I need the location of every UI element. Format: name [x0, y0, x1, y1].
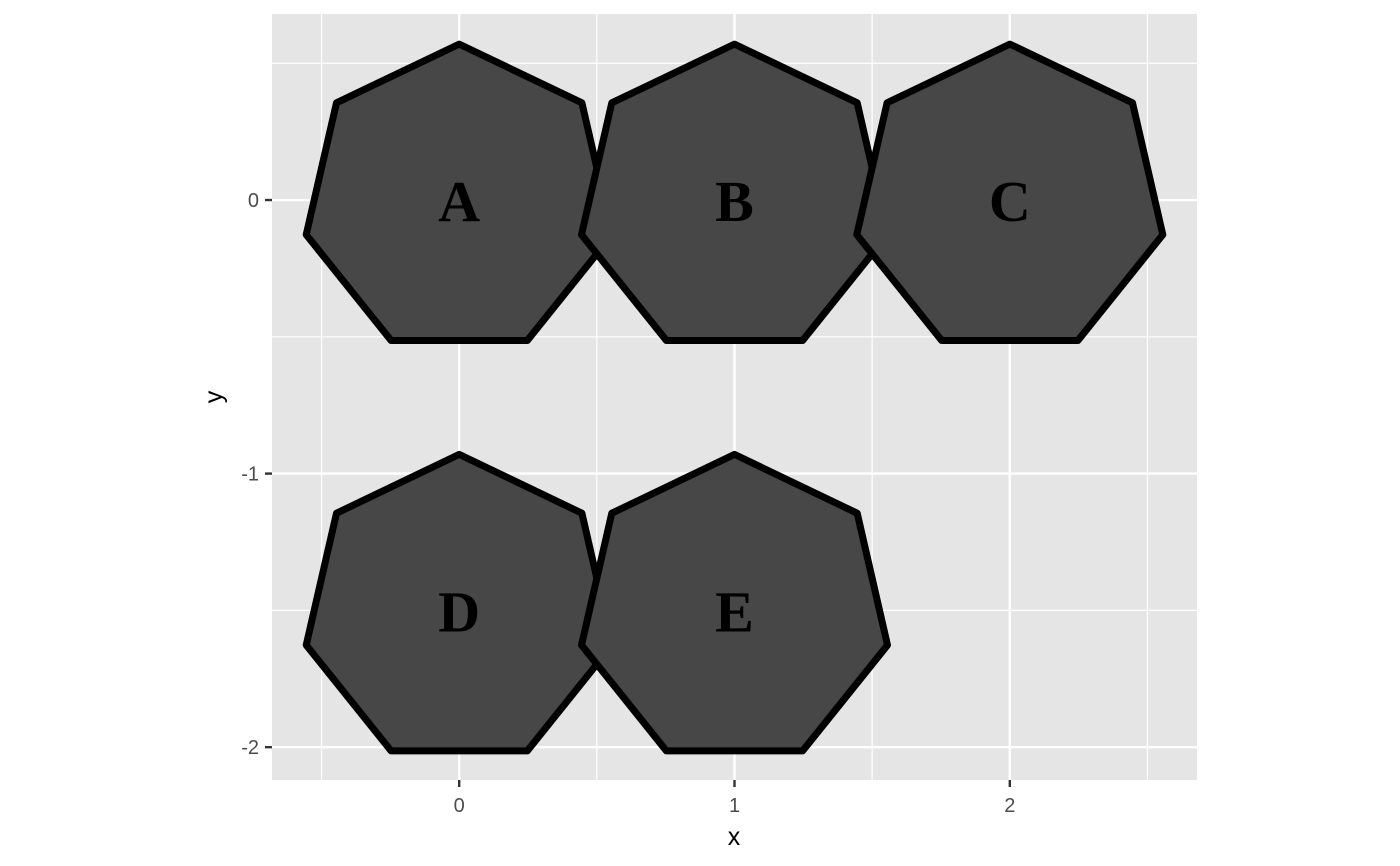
data-shapes: A B C D E	[302, 40, 1167, 755]
y-axis-title: y	[200, 390, 228, 403]
x-tick-label: 0	[454, 795, 465, 817]
y-tick-label: 0	[248, 190, 259, 212]
heptagon-shape-d	[302, 450, 616, 755]
x-tick-label: 2	[1004, 795, 1015, 817]
x-axis: 0 1 2	[454, 780, 1015, 817]
shape-label-e: E	[715, 579, 754, 644]
x-axis-title: x	[728, 823, 741, 851]
heptagon-shape-b	[578, 40, 891, 344]
shape-label-b: B	[715, 169, 754, 234]
heptagon-shape-c	[853, 40, 1167, 344]
shape-label-a: A	[438, 169, 480, 234]
y-tick-label: -1	[241, 464, 259, 486]
heptagon-shape-e	[578, 450, 891, 755]
y-axis: 0 -1 -2	[241, 190, 272, 759]
y-tick-label: -2	[241, 737, 259, 759]
shape-label-d: D	[438, 579, 480, 644]
heptagon-shape-a	[302, 40, 616, 344]
x-tick-label: 1	[729, 795, 740, 817]
shape-label-c: C	[989, 169, 1031, 234]
